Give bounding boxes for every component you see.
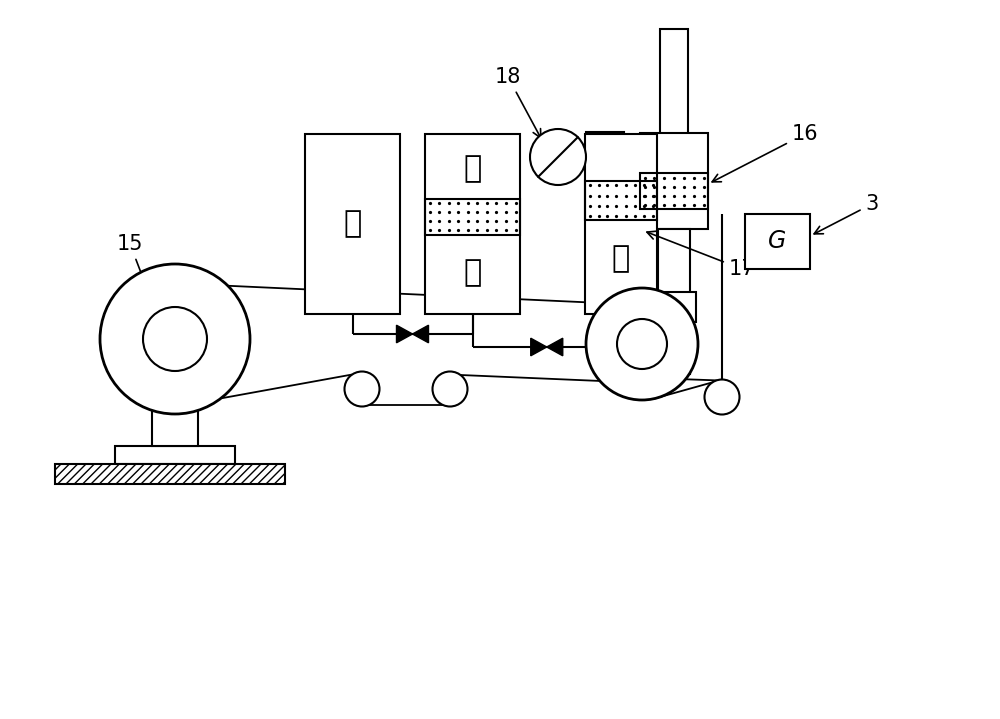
Bar <box>605 346 679 374</box>
Bar <box>586 132 624 182</box>
Bar <box>605 318 679 346</box>
Bar <box>640 133 708 229</box>
Bar <box>425 134 520 314</box>
Bar <box>55 464 285 484</box>
Circle shape <box>345 372 380 406</box>
Circle shape <box>586 288 698 400</box>
Bar <box>658 320 690 374</box>
Bar <box>55 464 285 484</box>
Text: G: G <box>768 229 787 254</box>
Polygon shape <box>531 338 547 356</box>
Bar <box>660 29 688 139</box>
Circle shape <box>100 264 250 414</box>
Bar <box>612 292 696 322</box>
Bar <box>745 214 810 269</box>
Bar <box>658 229 690 294</box>
Text: 16: 16 <box>712 124 818 182</box>
Circle shape <box>530 129 586 185</box>
Circle shape <box>617 319 667 369</box>
Bar <box>640 173 708 209</box>
Bar <box>115 446 235 464</box>
Circle shape <box>433 372 468 406</box>
Text: 15: 15 <box>117 234 152 300</box>
Text: 气: 气 <box>343 209 362 239</box>
Text: 液: 液 <box>463 258 482 288</box>
Text: 17: 17 <box>647 232 755 279</box>
Text: 3: 3 <box>814 194 879 234</box>
Circle shape <box>704 380 740 414</box>
Polygon shape <box>397 325 413 343</box>
Bar <box>152 406 198 446</box>
Bar <box>305 134 400 314</box>
Circle shape <box>143 307 207 371</box>
Polygon shape <box>413 325 429 343</box>
Text: 气: 气 <box>463 155 482 183</box>
Bar <box>585 134 657 314</box>
Bar <box>585 180 657 221</box>
Polygon shape <box>547 338 563 356</box>
Text: 18: 18 <box>495 67 541 138</box>
Text: 液: 液 <box>612 244 630 273</box>
Bar <box>425 198 520 235</box>
